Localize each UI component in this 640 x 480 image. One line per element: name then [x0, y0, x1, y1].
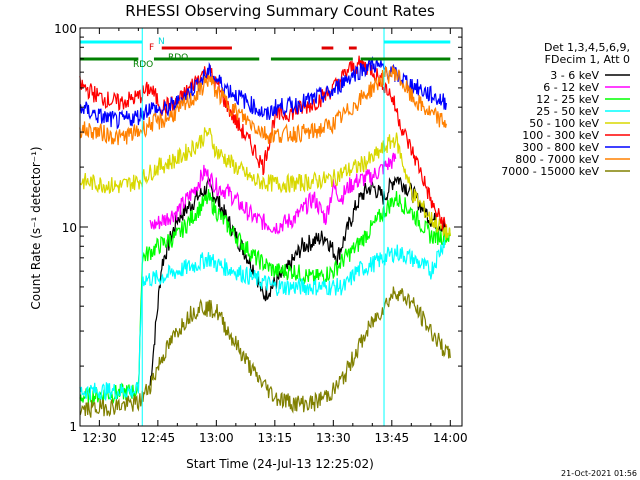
series-line-50-100-kev: [79, 127, 451, 240]
series-layer: [79, 55, 451, 418]
chart-title: RHESSI Observing Summary Count Rates: [125, 2, 435, 20]
y-axis-label: Count Rate (s⁻¹ detector⁻¹): [29, 146, 43, 309]
legend-entry-3-6-kev: 3 - 6 keV: [550, 69, 599, 82]
flags-layer: NF RDO RDO: [79, 28, 451, 426]
flag-label-n: N: [158, 37, 165, 47]
y-tick-label: 1: [69, 420, 77, 434]
y-tick-label: 100: [54, 22, 77, 36]
legend-entry-50-100-kev: 50 - 100 keV: [529, 117, 599, 130]
x-tick-label: 13:15: [258, 431, 293, 445]
x-axis-label: Start Time (24-Jul-13 12:25:02): [186, 457, 374, 471]
legend-header-line: Det 1,3,4,5,6,9,: [544, 41, 630, 54]
x-tick-label: 14:00: [433, 431, 468, 445]
legend-entry-100-300-kev: 100 - 300 keV: [522, 129, 599, 142]
timestamp: 21-Oct-2021 01:56: [561, 469, 637, 478]
flag-label-f: F: [149, 43, 154, 53]
legend-entry-800-7000-kev: 800 - 7000 keV: [515, 153, 599, 166]
series-line-6-12-kev: [149, 152, 397, 235]
y-tick-label: 10: [62, 221, 77, 235]
legend-entry-12-25-kev: 12 - 25 keV: [536, 93, 599, 106]
flag-label-rdo: RDO: [133, 60, 153, 70]
legend-entry-6-12-kev: 6 - 12 keV: [543, 81, 599, 94]
x-tick-label: 12:30: [82, 431, 117, 445]
series-line-7000-15000-kev: [79, 286, 451, 418]
legend-header-line: FDecim 1, Att 0: [545, 53, 630, 66]
legend-entry-300-800-kev: 300 - 800 keV: [522, 141, 599, 154]
x-tick-label: 13:45: [375, 431, 410, 445]
flag-label-rdo: RDO: [168, 53, 188, 63]
series-line-100-300-kev: [79, 55, 447, 231]
series-line-25-50-kev: [79, 234, 447, 402]
legend-entry-7000-15000-kev: 7000 - 15000 keV: [501, 165, 599, 178]
series-line-3-6-kev: [149, 175, 447, 386]
ticks-layer: 12:30 12:45 13:00 13:15 13:30 13:45 14:00 1 10 10…: [54, 22, 468, 445]
x-tick-label: 13:00: [199, 431, 234, 445]
x-tick-label: 13:30: [316, 431, 351, 445]
series-line-800-7000-kev: [79, 65, 447, 146]
x-tick-label: 12:45: [141, 431, 176, 445]
legend: Det 1,3,4,5,6,9,FDecim 1, Att 0 3 - 6 keV…: [501, 41, 630, 178]
legend-entry-25-50-kev: 25 - 50 keV: [536, 105, 599, 118]
